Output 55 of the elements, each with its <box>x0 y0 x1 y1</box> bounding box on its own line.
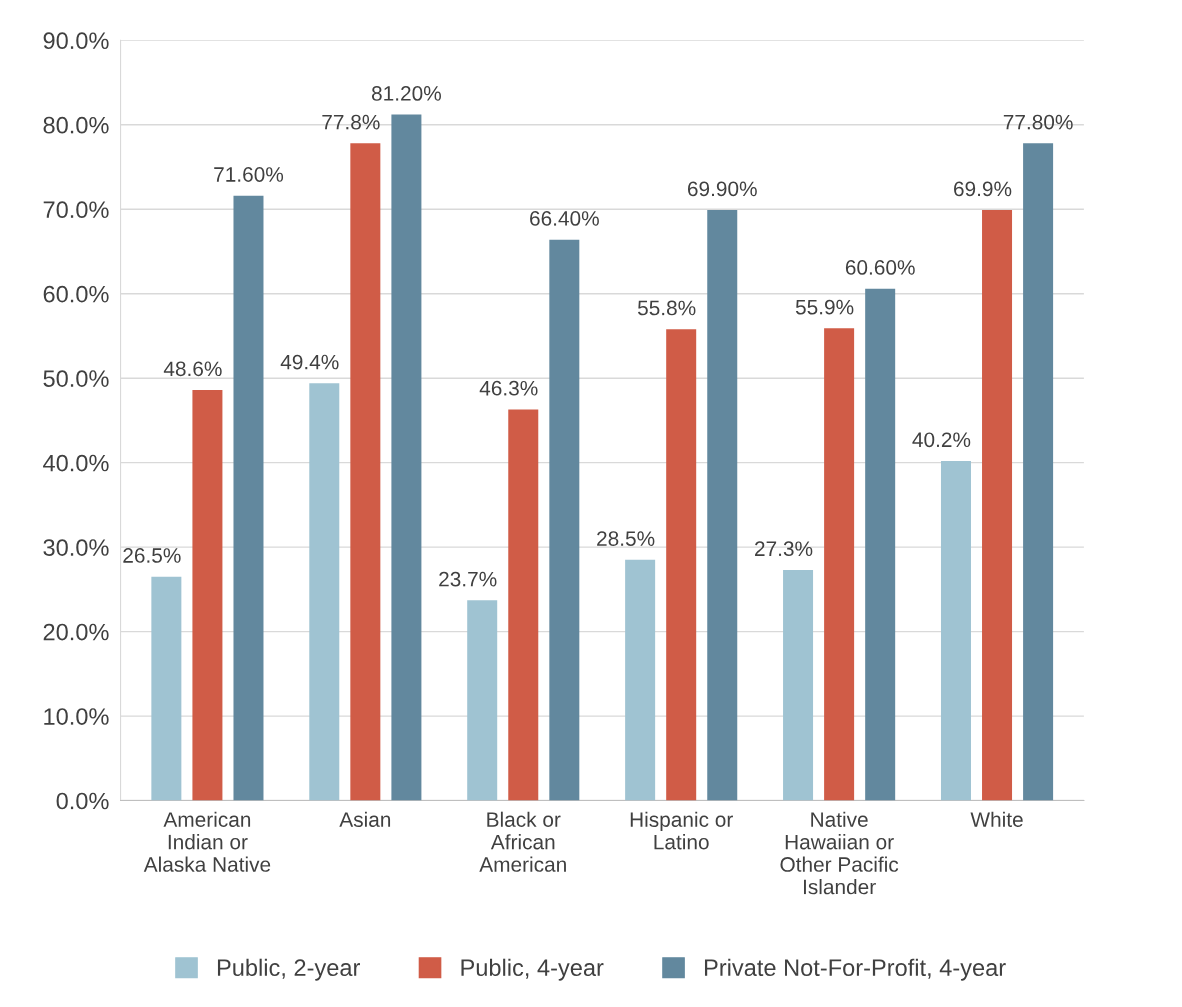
y-tick-label: 10.0% <box>44 708 109 725</box>
data-label: 77.8% <box>322 114 380 130</box>
data-label: 27.3% <box>755 541 813 557</box>
data-label: 23.7% <box>439 571 497 587</box>
x-tick-label: Hispanic or Latino <box>630 811 733 850</box>
bar <box>625 559 656 801</box>
data-label: 55.8% <box>637 300 696 316</box>
y-tick-label: 50.0% <box>43 370 109 387</box>
bar <box>151 576 182 801</box>
data-label: 26.5% <box>123 548 181 563</box>
data-label: 49.4% <box>280 354 339 370</box>
bar <box>467 600 498 801</box>
data-label: 69.9% <box>954 181 1012 197</box>
y-tick-label: 90.0% <box>43 32 109 50</box>
bar <box>865 288 896 801</box>
data-label: 55.9% <box>795 299 854 315</box>
bar <box>666 329 697 801</box>
bar <box>1023 143 1054 801</box>
bar <box>982 210 1013 801</box>
y-tick-label: 70.0% <box>43 201 109 219</box>
data-label: 48.6% <box>163 361 222 377</box>
bar <box>233 195 264 801</box>
data-label: 71.60% <box>214 167 284 182</box>
y-tick-label: 40.0% <box>43 454 109 472</box>
bar <box>549 239 580 801</box>
bar <box>508 409 539 801</box>
bar <box>309 383 340 801</box>
bar <box>350 143 381 801</box>
bar <box>391 114 422 801</box>
y-tick-label: 0.0% <box>56 792 109 810</box>
data-label: 81.20% <box>371 86 441 101</box>
data-label: 60.60% <box>845 260 915 275</box>
bar <box>783 569 814 801</box>
bar <box>707 210 738 801</box>
x-tick-label: White <box>970 811 1023 827</box>
legend-label: Public, 2-year <box>217 958 360 981</box>
x-tick-label: American Indian or Alaska Native <box>143 811 271 872</box>
data-label: 69.90% <box>687 181 757 197</box>
y-tick-label: 60.0% <box>43 285 109 303</box>
bar <box>824 328 855 801</box>
y-tick-label: 30.0% <box>43 539 109 556</box>
x-tick-label: Native Hawaiian or Other Pacific Islander <box>780 811 899 895</box>
data-label: 77.80% <box>1003 114 1073 130</box>
data-label: 46.3% <box>479 380 538 396</box>
y-tick-label: 80.0% <box>43 116 109 134</box>
data-label: 40.2% <box>912 432 971 448</box>
y-tick-label: 20.0% <box>43 623 109 641</box>
x-tick-label: Black or African American <box>479 811 566 872</box>
x-tick-label: Asian <box>339 811 391 827</box>
legend-label: Private Not-For-Profit, 4-year <box>704 958 1006 981</box>
legend-label: Public, 4-year <box>461 958 604 981</box>
bar <box>940 460 971 801</box>
data-label: 28.5% <box>597 531 655 546</box>
data-label: 66.40% <box>530 211 599 226</box>
bar <box>192 390 223 801</box>
